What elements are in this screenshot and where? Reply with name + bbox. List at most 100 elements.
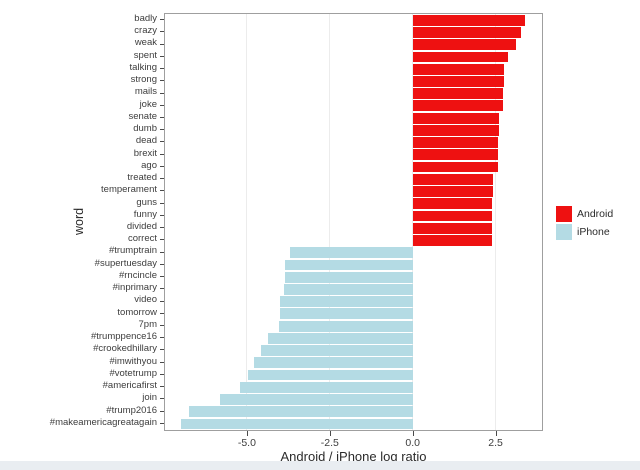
y-axis-label: talking bbox=[129, 61, 157, 73]
gridline-0.0 bbox=[412, 14, 414, 430]
y-axis-label: temperament bbox=[101, 184, 157, 196]
bar-weak bbox=[412, 39, 516, 51]
bar-hash-trumppence16 bbox=[268, 332, 413, 344]
y-axis-label: #crookedhillary bbox=[93, 343, 157, 355]
y-axis-label: treated bbox=[127, 172, 157, 184]
plot-panel bbox=[164, 13, 543, 431]
y-axis-tick bbox=[160, 386, 164, 388]
bar-senate bbox=[412, 112, 499, 124]
y-axis-tick bbox=[160, 422, 164, 424]
bar-hash-makeamericagreatagain bbox=[180, 418, 413, 430]
y-axis-label: senate bbox=[128, 110, 157, 122]
y-axis-label: crazy bbox=[134, 25, 157, 37]
y-axis-label: #supertuesday bbox=[94, 257, 157, 269]
bar-talking bbox=[412, 63, 504, 75]
bar-mails bbox=[412, 88, 504, 100]
y-axis-tick bbox=[160, 68, 164, 70]
bar-hash-imwithyou bbox=[253, 357, 413, 369]
y-axis-label: guns bbox=[136, 196, 157, 208]
bar-spent bbox=[412, 51, 509, 63]
bar-brexit bbox=[412, 149, 498, 161]
y-axis-tick bbox=[160, 92, 164, 94]
y-axis-tick bbox=[160, 141, 164, 143]
x-axis-tick bbox=[329, 431, 331, 436]
y-axis-label: correct bbox=[127, 233, 157, 245]
iphone-legend-label: iPhone bbox=[577, 225, 610, 238]
y-axis-label: joke bbox=[139, 98, 157, 110]
y-axis-tick bbox=[160, 43, 164, 45]
y-axis-tick bbox=[160, 117, 164, 118]
y-axis-label: mails bbox=[134, 86, 157, 98]
bottom-strip bbox=[0, 461, 640, 470]
y-axis-tick bbox=[160, 55, 164, 57]
x-axis-tick bbox=[246, 431, 248, 436]
bar-joke bbox=[412, 100, 503, 112]
y-axis-tick bbox=[160, 300, 164, 302]
y-axis-label: badly bbox=[134, 13, 157, 25]
y-axis-tick bbox=[160, 361, 164, 363]
y-axis-label: join bbox=[142, 392, 157, 404]
bar-hash-votetrump bbox=[247, 369, 413, 381]
y-axis-label: weak bbox=[134, 37, 157, 49]
iphone-legend-swatch bbox=[556, 223, 572, 240]
bar-7pm bbox=[279, 320, 413, 332]
y-axis-tick bbox=[160, 202, 164, 204]
bar-hash-rncincle bbox=[284, 271, 413, 283]
x-axis-title: Android / iPhone log ratio bbox=[280, 449, 427, 464]
y-axis-tick bbox=[160, 410, 164, 412]
gridline-2.5 bbox=[495, 14, 497, 430]
bar-funny bbox=[412, 210, 493, 222]
x-axis-tick-label: 2.5 bbox=[488, 437, 503, 449]
y-axis-tick bbox=[160, 251, 164, 253]
bar-video bbox=[280, 296, 413, 308]
y-axis-tick bbox=[160, 227, 164, 229]
x-axis-tick-label: -2.5 bbox=[320, 437, 339, 449]
bar-temperament bbox=[412, 186, 493, 197]
bar-correct bbox=[412, 235, 492, 246]
bar-hash-crookedhillary bbox=[261, 345, 413, 356]
y-axis-label: #americafirst bbox=[102, 380, 157, 392]
legend-item-iphone: iPhone bbox=[556, 223, 613, 240]
y-axis-tick bbox=[160, 104, 164, 106]
y-axis-tick bbox=[160, 276, 164, 278]
bar-hash-inprimary bbox=[284, 283, 413, 295]
y-axis-tick bbox=[160, 129, 164, 131]
x-axis-tick bbox=[495, 431, 497, 436]
y-axis-tick bbox=[160, 263, 164, 265]
y-axis-tick bbox=[160, 325, 164, 326]
y-axis-label: #rncincle bbox=[118, 269, 157, 281]
bar-dead bbox=[412, 137, 499, 148]
y-axis-label: 7pm bbox=[138, 318, 157, 330]
bar-divided bbox=[412, 222, 492, 234]
bar-tomorrow bbox=[279, 308, 413, 320]
bar-treated bbox=[412, 173, 493, 185]
bar-crazy bbox=[412, 27, 521, 38]
legend-item-android: Android bbox=[556, 205, 613, 222]
bar-ago bbox=[412, 161, 498, 173]
y-axis-tick bbox=[160, 373, 164, 375]
x-axis-tick-label: 0.0 bbox=[405, 437, 420, 449]
y-axis-tick bbox=[160, 31, 164, 33]
y-axis-label: funny bbox=[133, 208, 157, 220]
y-axis-tick bbox=[160, 312, 164, 314]
y-axis-tick bbox=[160, 214, 164, 216]
bar-dumb bbox=[412, 124, 499, 136]
y-axis-label: dead bbox=[135, 135, 157, 147]
y-axis-label: #makeamericagreatagain bbox=[49, 416, 157, 428]
x-axis-tick bbox=[412, 431, 414, 436]
y-axis-label: spent bbox=[133, 49, 157, 61]
y-axis-label: #trumptrain bbox=[108, 245, 157, 257]
y-axis-tick bbox=[160, 178, 164, 180]
x-axis-tick-label: -5.0 bbox=[237, 437, 256, 449]
bar-strong bbox=[412, 75, 504, 87]
y-axis-label: #votetrump bbox=[109, 367, 157, 379]
y-axis-label: #inprimary bbox=[112, 282, 157, 294]
y-axis-tick bbox=[160, 398, 164, 400]
bar-hash-supertuesday bbox=[284, 259, 413, 271]
gridline--5.0 bbox=[246, 14, 248, 430]
bar-hash-trump2016 bbox=[188, 406, 413, 418]
android-legend-label: Android bbox=[577, 207, 614, 220]
legend: Android iPhone bbox=[556, 205, 613, 241]
y-axis-label: strong bbox=[130, 74, 157, 86]
